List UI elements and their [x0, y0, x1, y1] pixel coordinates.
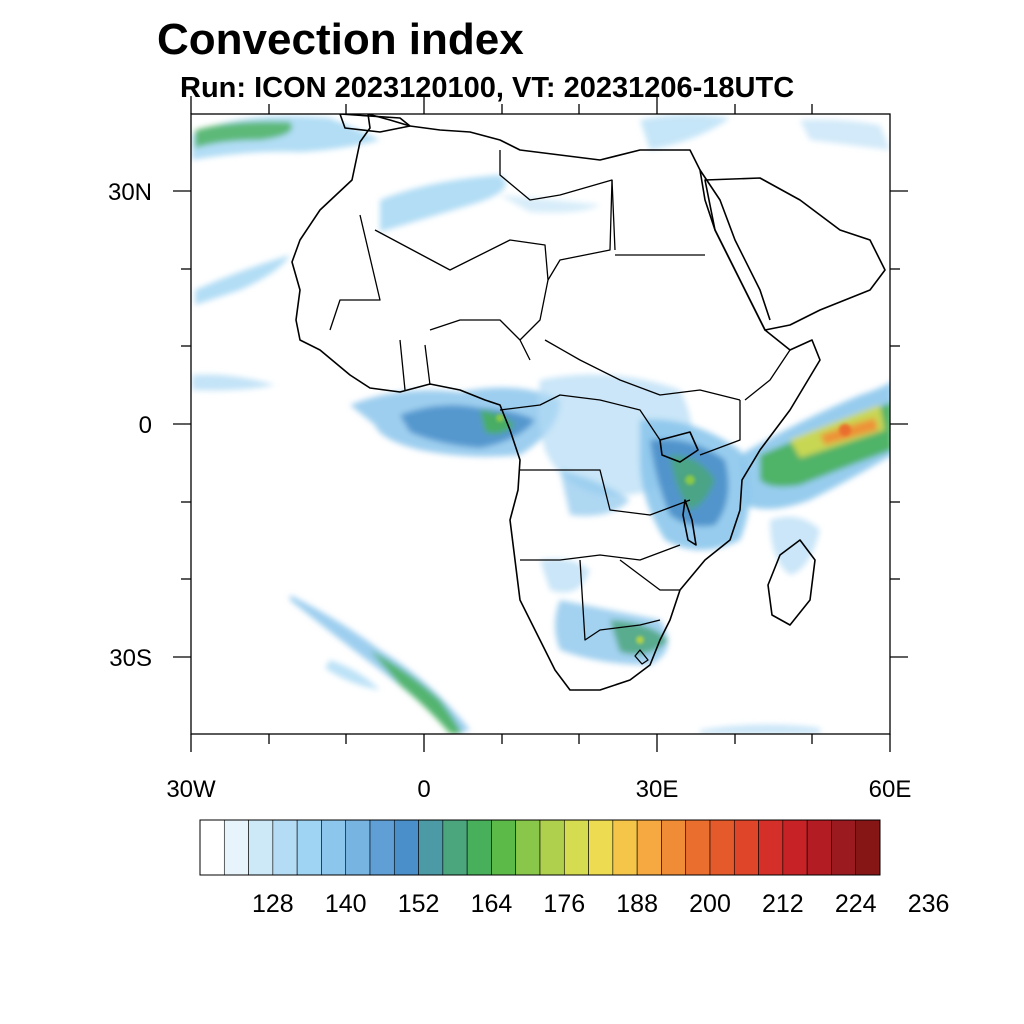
- colorbar-swatch: [272, 819, 298, 876]
- geography-lines: [291, 114, 886, 691]
- chart-title: Convection index: [157, 15, 524, 64]
- lake-malawi: [682, 499, 697, 546]
- convection-field: [192, 114, 890, 734]
- field-blob: [700, 724, 820, 734]
- red-sea-inner: [699, 169, 771, 321]
- y-tick-label: 30S: [109, 645, 152, 672]
- colorbar-swatch: [855, 819, 881, 876]
- madagascar: [767, 539, 816, 626]
- colorbar-label: 188: [616, 890, 658, 918]
- field-blob: [500, 195, 600, 213]
- field-blob: [480, 410, 515, 434]
- border: [579, 559, 661, 641]
- colorbar-swatch: [661, 819, 687, 876]
- colorbar-swatch: [563, 819, 589, 876]
- colorbar-swatch: [709, 819, 735, 876]
- field-blob: [195, 255, 290, 305]
- colorbar-swatch: [248, 819, 274, 876]
- field-peak: [496, 414, 504, 422]
- border: [699, 400, 741, 456]
- colorbar-label: 212: [762, 890, 804, 918]
- colorbar-swatch: [393, 819, 419, 876]
- field-blob: [560, 470, 630, 516]
- field-blob: [800, 119, 890, 150]
- colorbar-label: 140: [325, 890, 367, 918]
- colorbar-swatch: [296, 819, 322, 876]
- field-blob: [640, 114, 730, 150]
- colorbar-swatch: [831, 819, 857, 876]
- colorbar-label: 224: [835, 890, 877, 918]
- colorbar-swatch: [539, 819, 565, 876]
- colorbar-swatch: [223, 819, 249, 876]
- colorbar-label: 176: [543, 890, 585, 918]
- border: [374, 229, 549, 341]
- colorbar-labels: 128 140 152 164 176 188 200 212 224 236: [252, 890, 949, 918]
- border: [744, 349, 791, 401]
- colorbar-swatch: [466, 819, 492, 876]
- colorbar-swatch: [442, 819, 468, 876]
- field-blob: [192, 374, 275, 391]
- colorbar-frame: [199, 819, 881, 876]
- colorbar-swatch: [491, 819, 517, 876]
- border: [619, 559, 680, 591]
- colorbar-swatch: [369, 819, 395, 876]
- border: [544, 339, 741, 401]
- border: [499, 394, 661, 441]
- y-tick-label: 0: [139, 412, 152, 439]
- field-peak: [685, 475, 695, 485]
- africa-coastline: [291, 114, 821, 691]
- colorbar-swatch: [758, 819, 784, 876]
- border: [634, 649, 649, 665]
- colorbar-swatch: [345, 819, 371, 876]
- border: [499, 150, 616, 251]
- colorbar-label: 200: [689, 890, 731, 918]
- field-blob: [195, 121, 292, 148]
- lake-victoria: [659, 431, 699, 463]
- x-tick-label: 30W: [166, 776, 216, 803]
- field-blob: [325, 660, 380, 690]
- x-tick-label: 60E: [869, 776, 912, 803]
- colorbar-swatch: [588, 819, 614, 876]
- border: [520, 544, 681, 561]
- field-blob: [380, 175, 506, 232]
- x-tick-label: 0: [417, 776, 430, 803]
- border: [399, 339, 406, 391]
- arabia: [704, 177, 886, 331]
- colorbar-swatch: [515, 819, 541, 876]
- colorbar-swatch: [199, 819, 225, 876]
- field-blob: [370, 650, 462, 734]
- colorbar-swatch: [612, 819, 638, 876]
- colorbar-swatch: [418, 819, 444, 876]
- border: [329, 214, 381, 331]
- iberia: [339, 114, 411, 133]
- border: [547, 179, 613, 281]
- colorbar-swatch: [321, 819, 347, 876]
- field-blob: [540, 558, 590, 593]
- colorbar: [199, 819, 881, 876]
- colorbar-label: 164: [471, 890, 513, 918]
- field-peak: [839, 424, 851, 436]
- colorbar-label: 128: [252, 890, 294, 918]
- colorbar-swatch: [636, 819, 662, 876]
- border: [520, 469, 691, 516]
- colorbar-swatch: [782, 819, 808, 876]
- colorbar-swatch: [806, 819, 832, 876]
- border: [429, 319, 531, 361]
- x-tick-label: 30E: [636, 776, 679, 803]
- colorbar-label: 236: [908, 890, 950, 918]
- border: [424, 344, 431, 386]
- y-tick-label: 30N: [108, 179, 152, 206]
- colorbar-swatch: [733, 819, 759, 876]
- field-peak: [636, 636, 644, 644]
- chart-subtitle: Run: ICON 2023120100, VT: 20231206-18UTC: [180, 72, 795, 104]
- axis-ticks: [173, 96, 908, 752]
- colorbar-label: 152: [398, 890, 440, 918]
- field-blob: [770, 516, 820, 575]
- colorbar-swatch: [685, 819, 711, 876]
